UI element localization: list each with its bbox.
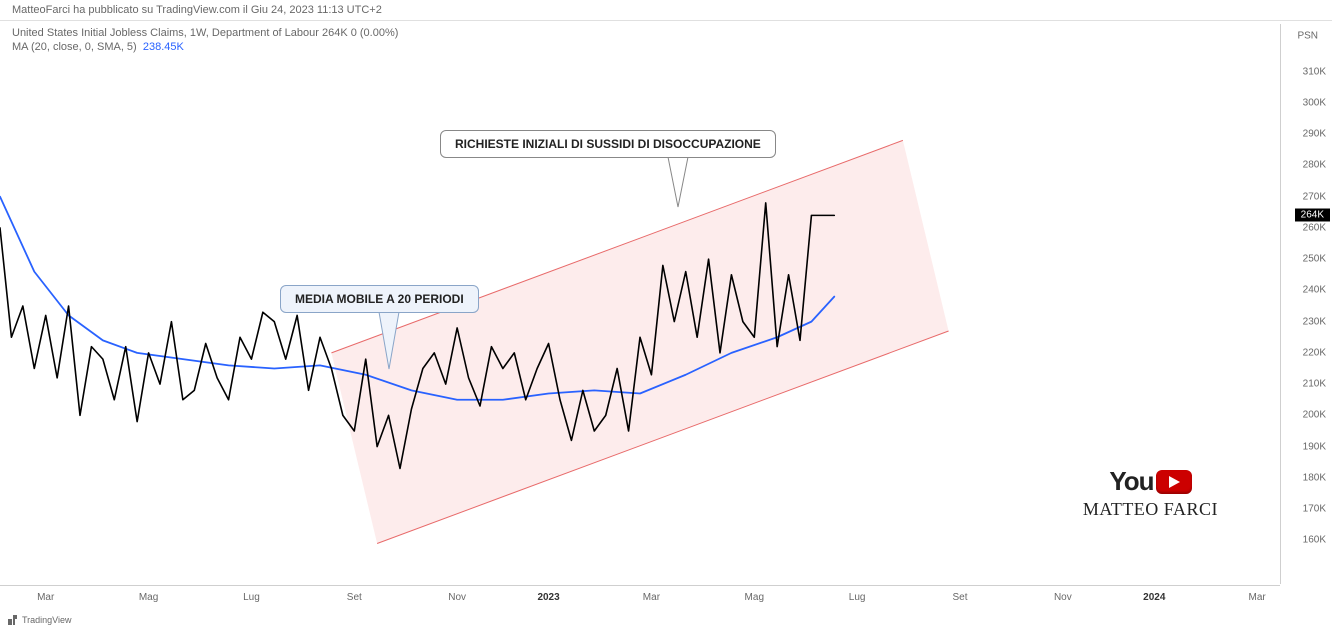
ma-indicator-line: MA (20, close, 0, SMA, 5) 238.45K bbox=[0, 41, 1332, 57]
x-axis: Mar Mag Lug Set Nov 2023 Mar Mag Lug Set Nov 2024 Ma… bbox=[0, 585, 1280, 609]
tradingview-icon bbox=[8, 615, 18, 625]
current-price-tag: 264K bbox=[1295, 209, 1330, 222]
x-tick-label: Nov bbox=[1054, 592, 1072, 603]
x-tick-label: Mar bbox=[37, 592, 54, 603]
y-tick-label: 160K bbox=[1303, 535, 1326, 546]
symbol-title: United States Initial Jobless Claims, 1W… bbox=[0, 21, 1332, 41]
callout-ma: MEDIA MOBILE A 20 PERIODI bbox=[280, 285, 479, 313]
ma-value: 238.45K bbox=[143, 41, 184, 53]
y-tick-label: 170K bbox=[1303, 504, 1326, 515]
x-tick-label: Mar bbox=[643, 592, 660, 603]
y-tick-label: 240K bbox=[1303, 285, 1326, 296]
y-tick-label: 280K bbox=[1303, 160, 1326, 171]
x-tick-label: Mag bbox=[139, 592, 158, 603]
y-tick-label: 290K bbox=[1303, 129, 1326, 140]
x-tick-label: Set bbox=[952, 592, 967, 603]
chart-area[interactable]: MEDIA MOBILE A 20 PERIODI RICHIESTE INIZ… bbox=[0, 56, 1280, 576]
watermark-youtube: You MATTEO FARCI bbox=[1083, 466, 1218, 520]
footer-brand-text: TradingView bbox=[22, 615, 72, 625]
ma-label: MA (20, close, 0, SMA, 5) bbox=[12, 41, 137, 53]
y-tick-label: 260K bbox=[1303, 222, 1326, 233]
x-tick-label: Nov bbox=[448, 592, 466, 603]
y-axis-header: PSN bbox=[1297, 31, 1318, 42]
watermark-name: MATTEO FARCI bbox=[1083, 499, 1218, 520]
y-tick-label: 310K bbox=[1303, 66, 1326, 77]
y-tick-label: 250K bbox=[1303, 254, 1326, 265]
y-tick-label: 230K bbox=[1303, 316, 1326, 327]
x-tick-label: Mar bbox=[1249, 592, 1266, 603]
y-tick-label: 200K bbox=[1303, 410, 1326, 421]
x-tick-label: Set bbox=[347, 592, 362, 603]
x-tick-label: 2024 bbox=[1143, 592, 1165, 603]
y-tick-label: 270K bbox=[1303, 191, 1326, 202]
y-axis: PSN 310K 300K 290K 280K 270K 260K 250K 240K 230K 2… bbox=[1280, 24, 1332, 584]
y-tick-label: 220K bbox=[1303, 347, 1326, 358]
y-tick-label: 180K bbox=[1303, 472, 1326, 483]
y-tick-label: 210K bbox=[1303, 379, 1326, 390]
x-tick-label: Lug bbox=[849, 592, 866, 603]
y-tick-label: 190K bbox=[1303, 441, 1326, 452]
x-tick-label: Mag bbox=[745, 592, 764, 603]
youtube-play-icon bbox=[1156, 470, 1192, 494]
publish-banner: MatteoFarci ha pubblicato su TradingView… bbox=[0, 0, 1332, 21]
x-tick-label: Lug bbox=[243, 592, 260, 603]
y-tick-label: 300K bbox=[1303, 97, 1326, 108]
yt-you: You bbox=[1109, 466, 1153, 497]
callout-main: RICHIESTE INIZIALI DI SUSSIDI DI DISOCCU… bbox=[440, 130, 776, 158]
x-tick-label: 2023 bbox=[537, 592, 559, 603]
footer-brand: TradingView bbox=[8, 615, 72, 625]
